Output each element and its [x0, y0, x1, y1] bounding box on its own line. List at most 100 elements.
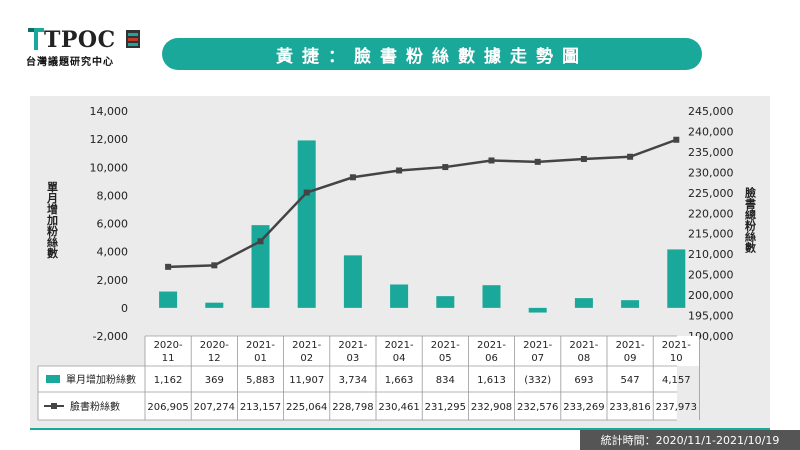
- y-right-tick-label: 245,000: [688, 105, 734, 118]
- line-point: [303, 189, 310, 196]
- bar: [390, 284, 409, 308]
- y-left-tick-label: 12,000: [90, 133, 129, 146]
- data-label: 233,816: [609, 402, 650, 413]
- data-label: 1,663: [385, 375, 414, 386]
- x-tick-label: 2021-: [662, 340, 691, 351]
- x-tick-label: 07: [531, 353, 544, 364]
- data-label: 233,269: [563, 402, 604, 413]
- bar: [528, 307, 547, 313]
- x-tick-label: 2020-: [200, 340, 229, 351]
- x-tick-label: 01: [254, 353, 267, 364]
- data-label: 834: [436, 375, 455, 386]
- y-left-tick-label: 0: [121, 302, 128, 315]
- y-left-tick-label: -2,000: [93, 330, 128, 343]
- logo-subtitle: 台灣議題研究中心: [26, 57, 114, 68]
- x-tick-label: 2021-: [431, 340, 460, 351]
- data-label: 1,162: [154, 375, 183, 386]
- x-tick-label: 2021-: [616, 340, 645, 351]
- legend-bar-swatch: [46, 375, 60, 383]
- line-point: [165, 263, 172, 270]
- y-left-tick-label: 4,000: [97, 246, 129, 259]
- y-left-tick-label: 8,000: [97, 189, 129, 202]
- bar: [205, 302, 224, 308]
- data-label: 207,274: [194, 402, 235, 413]
- bar: [297, 140, 316, 308]
- bar: [159, 291, 178, 308]
- panel-divider: [30, 428, 770, 430]
- series-line: [168, 138, 677, 269]
- y-right-tick-label: 235,000: [688, 146, 734, 159]
- x-tick-label: 2021-: [246, 340, 275, 351]
- bar: [574, 298, 593, 308]
- data-label: 206,905: [147, 402, 188, 413]
- y-axis-right-label: 臉書總粉絲數: [744, 186, 757, 254]
- x-tick-label: 2021-: [338, 340, 367, 351]
- x-tick-label: 05: [439, 353, 452, 364]
- x-tick-label: 04: [393, 353, 406, 364]
- bar: [667, 249, 686, 308]
- x-tick-label: 08: [578, 353, 591, 364]
- data-label: 228,798: [332, 402, 373, 413]
- data-label: 3,734: [339, 375, 368, 386]
- data-label: 4,157: [662, 375, 691, 386]
- bar: [436, 296, 455, 308]
- line-point: [627, 153, 634, 160]
- line-point: [257, 238, 264, 245]
- data-label: 5,883: [246, 375, 275, 386]
- data-label: 232,576: [517, 402, 558, 413]
- y-right-tick-label: 230,000: [688, 166, 734, 179]
- data-label: 369: [205, 375, 224, 386]
- y-right-tick-label: 205,000: [688, 269, 734, 282]
- data-label: (332): [524, 375, 551, 386]
- line-point: [488, 157, 495, 164]
- chart-title-banner: 黃捷：臉書粉絲數據走勢圖: [162, 38, 702, 70]
- line-point: [580, 155, 587, 162]
- y-right-tick-label: 210,000: [688, 248, 734, 261]
- x-tick-label: 12: [208, 353, 221, 364]
- y-left-tick-label: 2,000: [97, 274, 129, 287]
- x-tick-label: 2021-: [292, 340, 321, 351]
- legend-label: 單月增加粉絲數: [66, 373, 136, 386]
- x-tick-label: 06: [485, 353, 498, 364]
- x-tick-label: 2021-: [523, 340, 552, 351]
- data-label: 693: [574, 375, 593, 386]
- bar: [482, 285, 501, 308]
- data-label: 232,908: [471, 402, 512, 413]
- y-left-tick-label: 10,000: [90, 161, 129, 174]
- footer-text: 統計時間：2020/11/1-2021/10/19: [600, 434, 780, 447]
- x-tick-label: 03: [347, 353, 360, 364]
- bar: [343, 255, 362, 308]
- line-point: [534, 158, 541, 165]
- line-point: [442, 164, 449, 171]
- x-tick-label: 2021-: [569, 340, 598, 351]
- y-left-tick-label: 14,000: [90, 105, 129, 118]
- y-right-tick-label: 215,000: [688, 228, 734, 241]
- x-tick-label: 2021-: [385, 340, 414, 351]
- y-right-tick-label: 225,000: [688, 187, 734, 200]
- tpoc-logo-icon: [28, 28, 44, 50]
- legend-line-marker: [51, 403, 57, 409]
- bar: [621, 300, 640, 308]
- y-axis-left-label: 單月增加粉絲數: [46, 181, 60, 259]
- line-point: [396, 167, 403, 174]
- data-label: 231,295: [425, 402, 466, 413]
- x-tick-label: 2020-: [154, 340, 183, 351]
- data-label: 237,973: [656, 402, 697, 413]
- x-tick-label: 02: [300, 353, 313, 364]
- logo: TPOC 台灣議題研究中心: [26, 26, 146, 68]
- data-label: 230,461: [378, 402, 419, 413]
- line-point: [211, 262, 218, 269]
- legend-label: 臉書粉絲數: [70, 400, 120, 413]
- line-point: [673, 136, 680, 143]
- line-point: [349, 174, 356, 181]
- data-label: 547: [621, 375, 640, 386]
- logo-badge-icon: [126, 30, 140, 48]
- x-tick-label: 2021-: [477, 340, 506, 351]
- y-left-tick-label: 6,000: [97, 218, 129, 231]
- x-tick-label: 11: [162, 353, 175, 364]
- x-tick-label: 09: [624, 353, 637, 364]
- y-right-tick-label: 240,000: [688, 125, 734, 138]
- data-label: 11,907: [289, 375, 324, 386]
- data-label: 213,157: [240, 402, 281, 413]
